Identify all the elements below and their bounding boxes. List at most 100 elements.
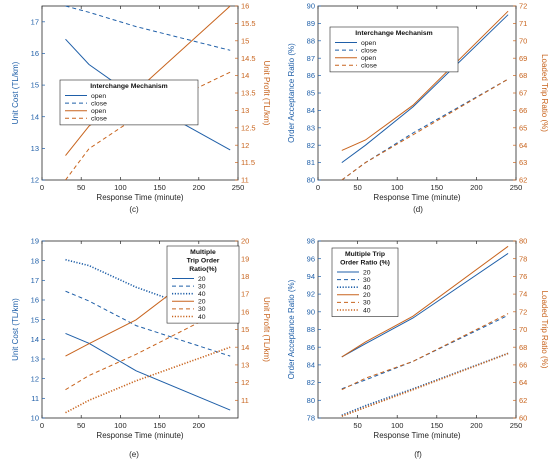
- series-line-right-20-solid: [341, 245, 509, 358]
- y-left-tick-label: 92: [307, 290, 315, 299]
- y-left-tick-label: 90: [307, 307, 315, 316]
- legend-entry-label: 30: [198, 306, 206, 313]
- y-right-tick-label: 62: [519, 176, 527, 185]
- y-left-tick-label: 16: [31, 296, 39, 305]
- x-axis-label: Response Time (minute): [373, 431, 460, 440]
- y-left-tick-label: 15: [31, 81, 39, 90]
- y-right-tick-label: 70: [519, 36, 527, 45]
- y-left-tick-label: 17: [31, 17, 39, 26]
- y-left-axis-label: Unit Cost (TL/km): [11, 61, 20, 124]
- legend-entry-label: open: [361, 40, 376, 47]
- y-left-tick-label: 98: [307, 237, 315, 246]
- x-tick-label: 200: [470, 421, 483, 430]
- y-right-tick-label: 63: [519, 158, 527, 167]
- x-tick-label: 100: [391, 421, 404, 430]
- y-right-tick-label: 16: [241, 2, 249, 11]
- legend-box: [329, 26, 459, 73]
- y-right-tick-label: 64: [519, 378, 527, 387]
- y-left-axis-label: Unit Cost (TL/km): [11, 298, 20, 361]
- x-tick-label: 150: [431, 183, 444, 192]
- legend-title: Interchange Mechanism: [355, 30, 432, 37]
- y-left-tick-label: 14: [31, 112, 39, 121]
- x-tick-label: 200: [193, 183, 206, 192]
- y-right-axis-label: Unit Profit (TL/km): [262, 61, 271, 126]
- y-right-tick-label: 68: [519, 71, 527, 80]
- x-tick-label: 0: [40, 183, 44, 192]
- y-left-axis-label: Order Acceptance Ratio (%): [287, 279, 296, 379]
- y-left-tick-label: 84: [307, 106, 315, 115]
- legend-entry-label: 20: [198, 276, 206, 283]
- y-right-axis-label: Loaded Trip Ratio (%): [540, 54, 549, 132]
- y-right-tick-label: 80: [519, 237, 527, 246]
- x-tick-label: 0: [40, 421, 44, 430]
- y-right-tick-label: 60: [519, 414, 527, 423]
- y-left-tick-label: 11: [31, 394, 39, 403]
- y-left-tick-label: 86: [307, 71, 315, 80]
- y-left-tick-label: 90: [307, 2, 315, 11]
- y-right-tick-label: 12: [241, 378, 249, 387]
- legend-title: Multiple Trip Order Ratio (%): [340, 251, 390, 267]
- legend-entry-label: 30: [363, 300, 371, 307]
- x-tick-label: 150: [431, 421, 444, 430]
- legend-entry-label: 40: [363, 307, 371, 314]
- x-tick-label: 250: [232, 183, 245, 192]
- y-left-tick-label: 82: [307, 141, 315, 150]
- legend-entry-label: open: [91, 108, 106, 115]
- y-right-tick-label: 11: [241, 176, 249, 185]
- y-left-tick-label: 17: [31, 276, 39, 285]
- y-left-tick-label: 80: [307, 396, 315, 405]
- x-tick-label: 200: [193, 421, 206, 430]
- y-left-tick-label: 12: [31, 176, 39, 185]
- x-tick-label: 50: [353, 421, 361, 430]
- y-right-tick-label: 64: [519, 141, 527, 150]
- x-tick-label: 250: [510, 421, 523, 430]
- y-left-tick-label: 12: [31, 374, 39, 383]
- panel-label: (d): [413, 205, 423, 214]
- legend-entry-label: 40: [363, 285, 371, 292]
- legend-entry-label: 40: [198, 291, 206, 298]
- y-right-tick-label: 74: [519, 290, 527, 299]
- y-left-tick-label: 14: [31, 335, 39, 344]
- series-line-right-40-dotted: [341, 352, 509, 417]
- y-right-tick-label: 72: [519, 307, 527, 316]
- legend-entry-label: 20: [363, 269, 371, 276]
- y-right-tick-label: 15: [241, 36, 249, 45]
- legend-box: [331, 247, 399, 317]
- y-left-tick-label: 18: [31, 256, 39, 265]
- legend-entry-label: close: [91, 100, 107, 107]
- y-right-tick-label: 66: [519, 106, 527, 115]
- x-tick-label: 100: [114, 183, 127, 192]
- x-tick-label: 150: [153, 421, 166, 430]
- legend-entry-label: close: [91, 116, 107, 123]
- legend-entry-label: close: [361, 63, 377, 70]
- y-right-tick-label: 70: [519, 325, 527, 334]
- x-axis-label: Response Time (minute): [373, 193, 460, 202]
- y-right-tick-label: 13: [241, 361, 249, 370]
- y-left-tick-label: 88: [307, 325, 315, 334]
- chart-panel: 0 50 100 150 200 250 12 13 14 15 16 17 11 11.5 12 12.5 1…: [11, 2, 271, 214]
- x-tick-label: 150: [153, 183, 166, 192]
- y-left-tick-label: 15: [31, 315, 39, 324]
- y-right-tick-label: 14.5: [241, 54, 256, 63]
- y-right-tick-label: 14: [241, 71, 249, 80]
- panel-label: (f): [414, 450, 422, 459]
- y-left-tick-label: 16: [31, 49, 39, 58]
- chart-panel: 0 50 100 150 200 10 11 12 13 14 15 16 17 18 19 11 12 13 14…: [11, 237, 271, 459]
- series-line-right-30-dashed: [341, 313, 509, 391]
- y-left-tick-label: 83: [307, 123, 315, 132]
- y-left-tick-label: 96: [307, 254, 315, 263]
- legend-entry-label: 30: [363, 277, 371, 284]
- y-right-tick-label: 67: [519, 89, 527, 98]
- legend-entry-label: open: [361, 55, 376, 62]
- y-left-axis-label: Order Acceptance Ratio (%): [287, 43, 296, 143]
- y-right-tick-label: 68: [519, 343, 527, 352]
- y-left-tick-label: 87: [307, 54, 315, 63]
- y-right-tick-label: 12.5: [241, 123, 256, 132]
- x-tick-label: 100: [114, 421, 127, 430]
- y-right-tick-label: 69: [519, 54, 527, 63]
- x-axis-label: Response Time (minute): [96, 193, 183, 202]
